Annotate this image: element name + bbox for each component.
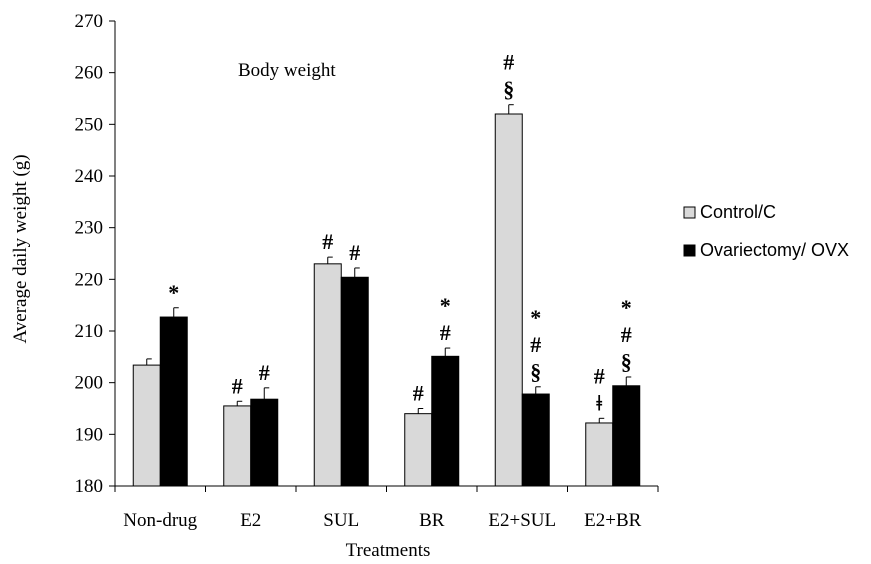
mark-1-SUL-0: #: [349, 240, 360, 265]
bars: [132, 104, 641, 487]
bar-1-E2+SUL: [521, 393, 550, 487]
y-tick-label-190: 190: [75, 424, 104, 445]
axes: 180 190 200 210 220 230 240 250 260 270 Non-drug E2…: [75, 11, 659, 531]
chart-title: Body weight: [238, 60, 336, 81]
mark-1-BR-0: #: [440, 320, 451, 345]
mark-1-E2+BR-2: *: [621, 295, 632, 320]
mark-0-E2+BR-0: ǂ: [596, 390, 602, 415]
bar-0-E2+SUL: [494, 113, 523, 487]
mark-1-E2+SUL-1: #: [530, 332, 541, 357]
mark-0-E2+SUL-0: §: [503, 77, 514, 102]
y-tick-label-240: 240: [75, 166, 104, 187]
mark-1-E2+BR-0: §: [621, 349, 632, 374]
y-tick-label-250: 250: [75, 114, 104, 135]
bar-0-E2+BR: [585, 422, 614, 487]
mark-1-Non-drug-0: *: [168, 280, 179, 305]
y-tick-label-260: 260: [75, 63, 104, 84]
legend: Control/C Ovariectomy/ OVX: [683, 202, 849, 260]
legend-swatch-0: [683, 206, 696, 219]
mark-1-E2-0: #: [259, 360, 270, 385]
y-tick-label-220: 220: [75, 269, 104, 290]
mark-0-E2-0: #: [232, 373, 243, 398]
bar-1-BR: [431, 355, 460, 487]
significance-marks: ###§#ǂ#*###*§#*§#*: [168, 50, 632, 416]
mark-1-E2+SUL-2: *: [530, 305, 541, 330]
mark-1-E2+BR-1: #: [621, 322, 632, 347]
x-tick-label-E2+BR: E2+BR: [584, 510, 641, 531]
mark-1-E2+SUL-0: §: [530, 359, 541, 384]
x-tick-label-BR: BR: [419, 510, 445, 531]
legend-swatch-1: [683, 244, 696, 257]
y-tick-label-200: 200: [75, 373, 104, 394]
bar-1-E2+BR: [612, 385, 641, 487]
mark-0-SUL-0: #: [322, 229, 333, 254]
legend-label-1: Ovariectomy/ OVX: [700, 240, 849, 260]
y-tick-label-180: 180: [75, 476, 104, 497]
x-tick-label-Non-drug: Non-drug: [123, 510, 197, 531]
x-tick-label-E2: E2: [240, 510, 261, 531]
x-tick-label-SUL: SUL: [323, 510, 359, 531]
x-axis-label: Treatments: [346, 540, 431, 561]
bar-0-SUL: [313, 263, 342, 487]
bar-1-E2: [250, 398, 279, 487]
mark-0-BR-0: #: [413, 381, 424, 406]
bar-1-SUL: [340, 276, 369, 487]
y-tick-label-210: 210: [75, 321, 104, 342]
mark-0-E2+BR-1: #: [594, 363, 605, 388]
y-tick-label-270: 270: [75, 11, 104, 32]
bar-0-Non-drug: [132, 364, 161, 487]
bar-0-BR: [404, 413, 433, 487]
bar-0-E2: [223, 405, 252, 487]
mark-0-E2+SUL-1: #: [503, 50, 514, 75]
y-axis-label: Average daily weight (g): [10, 154, 31, 343]
x-tick-label-E2+SUL: E2+SUL: [488, 510, 556, 531]
y-tick-label-230: 230: [75, 218, 104, 239]
mark-1-BR-1: *: [440, 293, 451, 318]
bar-1-Non-drug: [159, 316, 188, 487]
legend-label-0: Control/C: [700, 202, 776, 222]
